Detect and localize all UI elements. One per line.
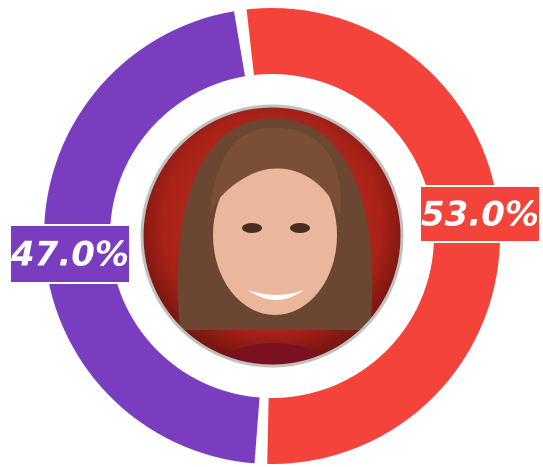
value-label: 47.0% (10, 235, 129, 275)
donut-segment (246, 7, 501, 464)
photo-border (140, 104, 404, 368)
value-label: 53.0% (421, 195, 539, 235)
donut-segment (44, 11, 260, 464)
label-box (9, 224, 131, 284)
label-box (419, 185, 541, 243)
donut-ring (44, 7, 501, 464)
